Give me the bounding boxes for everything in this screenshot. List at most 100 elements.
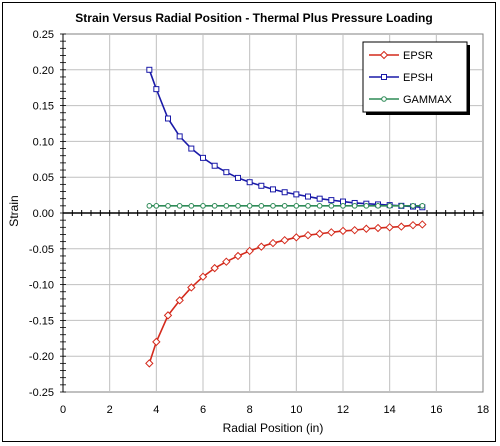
series-layer xyxy=(145,66,427,368)
data-point-epsh xyxy=(153,86,160,93)
series-gammax xyxy=(146,203,426,209)
data-point-epsr xyxy=(268,238,278,248)
data-point-epsr xyxy=(198,272,208,281)
data-point-gammax xyxy=(188,203,195,209)
data-point-gammax xyxy=(211,203,218,209)
data-point-gammax xyxy=(351,203,358,209)
data-point-epsh xyxy=(200,154,206,161)
data-point-epsr xyxy=(397,222,406,231)
data-point-epsh xyxy=(328,197,335,204)
data-point-epsh xyxy=(305,193,311,200)
data-point-epsr xyxy=(233,251,243,261)
y-tick-label: -0.15 xyxy=(29,315,54,327)
data-point-epsh xyxy=(223,169,230,176)
x-tick-label: 4 xyxy=(153,404,159,416)
data-point-epsr xyxy=(385,223,394,232)
data-point-gammax xyxy=(281,203,288,209)
data-point-epsr xyxy=(163,311,173,320)
data-point-epsr xyxy=(292,233,301,242)
data-point-epsr xyxy=(145,359,154,368)
axes: 0 2 4 6 8 10 12 14 16 18 -0.25 -0.20 -0.15 -0.10 -0.05… xyxy=(29,29,489,416)
y-tick-label: 0.15 xyxy=(33,101,54,113)
legend-label-epsh: EPSH xyxy=(403,72,433,84)
data-point-epsh xyxy=(211,162,218,169)
y-axis-title: Strain xyxy=(7,195,21,226)
data-point-epsr xyxy=(152,337,161,347)
legend-marker-gammax xyxy=(381,96,387,102)
data-point-gammax xyxy=(316,203,323,209)
x-tick-label: 14 xyxy=(384,404,396,416)
data-point-epsr xyxy=(245,246,254,256)
y-tick-label: 0.00 xyxy=(33,208,54,220)
data-point-epsr xyxy=(303,230,313,240)
data-point-gammax xyxy=(419,203,426,209)
data-point-epsr xyxy=(327,228,336,237)
data-point-epsr xyxy=(210,263,219,273)
y-tick-label: 0.05 xyxy=(33,172,54,184)
y-tick-label: 0.20 xyxy=(33,65,54,77)
data-point-gammax xyxy=(146,203,153,209)
data-point-epsh xyxy=(246,179,253,186)
data-point-epsr xyxy=(418,220,427,229)
legend: EPSR EPSH GAMMAX xyxy=(362,41,470,115)
legend-marker-epsr xyxy=(379,50,389,60)
data-point-epsh xyxy=(293,191,300,198)
data-point-epsr xyxy=(338,226,348,236)
data-point-epsr xyxy=(373,223,383,233)
data-point-epsh xyxy=(165,115,171,122)
x-tick-label: 12 xyxy=(337,404,349,416)
data-point-gammax xyxy=(223,203,230,209)
x-tick-label: 0 xyxy=(60,404,66,416)
data-point-gammax xyxy=(328,203,335,209)
data-point-gammax xyxy=(363,203,370,209)
data-point-gammax xyxy=(398,203,405,209)
x-tick-label: 18 xyxy=(477,404,489,416)
data-point-gammax xyxy=(340,203,346,209)
data-point-epsr xyxy=(280,236,289,245)
data-point-epsh xyxy=(176,133,183,140)
y-tick-label: -0.20 xyxy=(29,351,54,363)
data-point-gammax xyxy=(293,203,300,209)
data-point-gammax xyxy=(270,203,276,209)
x-tick-label: 10 xyxy=(290,404,302,416)
data-point-gammax xyxy=(386,203,393,209)
data-point-epsh xyxy=(188,145,195,152)
data-point-gammax xyxy=(235,203,241,209)
data-point-gammax xyxy=(153,203,160,209)
data-point-epsr xyxy=(175,296,184,305)
x-tick-label: 6 xyxy=(200,404,206,416)
legend-marker-epsh xyxy=(381,74,387,80)
series-epsr xyxy=(145,220,427,368)
chart-title: Strain Versus Radial Position - Thermal … xyxy=(75,11,432,25)
y-tick-label: -0.05 xyxy=(29,244,54,256)
y-tick-label: -0.25 xyxy=(29,387,54,399)
y-tick-label: 0.10 xyxy=(33,136,54,148)
data-point-gammax xyxy=(305,203,311,209)
legend-label-epsr: EPSR xyxy=(403,50,433,62)
x-tick-label: 8 xyxy=(247,404,253,416)
y-tick-label: 0.25 xyxy=(33,29,54,41)
data-point-gammax xyxy=(176,203,183,209)
data-point-epsr xyxy=(222,257,231,266)
data-point-epsh xyxy=(235,174,241,181)
data-point-gammax xyxy=(246,203,253,209)
data-point-epsh xyxy=(270,186,276,193)
x-tick-label: 16 xyxy=(430,404,442,416)
data-point-epsh xyxy=(146,66,153,73)
data-point-gammax xyxy=(410,203,416,209)
x-axis-title: Radial Position (in) xyxy=(223,421,324,435)
data-point-epsr xyxy=(187,283,196,292)
data-point-epsh xyxy=(258,182,265,189)
data-point-epsr xyxy=(408,220,418,230)
data-point-epsr xyxy=(257,242,266,251)
data-point-epsr xyxy=(350,225,359,235)
data-point-gammax xyxy=(375,203,381,209)
data-point-epsr xyxy=(362,224,371,233)
data-point-gammax xyxy=(165,203,171,209)
data-point-epsr xyxy=(315,229,324,238)
data-point-gammax xyxy=(200,203,206,209)
y-tick-label: -0.10 xyxy=(29,280,54,292)
data-point-epsh xyxy=(281,189,288,196)
x-tick-label: 2 xyxy=(107,404,113,416)
